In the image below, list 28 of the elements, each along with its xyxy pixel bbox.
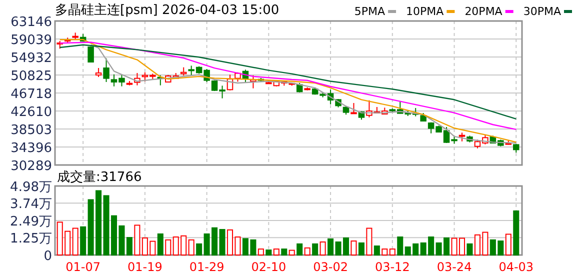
legend-label: 20PMA [464,5,503,18]
xtick: 03-24 [436,260,472,274]
xtick: 02-10 [251,260,286,274]
ytick: 34396 [10,141,52,156]
ytick: 2.49万 [10,214,52,230]
xtick: 03-12 [374,260,410,274]
ytick: 38503 [10,123,52,138]
ytick: 4.98万 [10,180,52,195]
ytick: 30289 [10,159,52,174]
title: 成交量:31766 [57,170,142,185]
xtick: 04-03 [498,260,534,274]
title: 多晶硅主连[psm] 2026-04-03 15:00 [55,3,280,18]
xtick: 01-19 [128,260,162,274]
ytick: 3.74万 [10,197,52,212]
ytick: 50825 [10,69,52,84]
ytick: 1.25万 [10,232,52,247]
ytick: 59039 [10,33,52,48]
ytick: 63146 [10,15,52,30]
legend-label: 10PMA [406,5,444,18]
ytick: 46718 [10,87,52,102]
ytick: 0 [44,249,52,264]
xtick: 01-29 [189,260,224,274]
ytick: 54932 [10,51,52,66]
xtick: 03-02 [313,260,348,274]
legend-label: 5PMA [354,5,386,18]
ytick: 42610 [10,105,52,120]
xtick: 01-07 [66,260,100,274]
legend-label: 30PMA [523,5,562,18]
